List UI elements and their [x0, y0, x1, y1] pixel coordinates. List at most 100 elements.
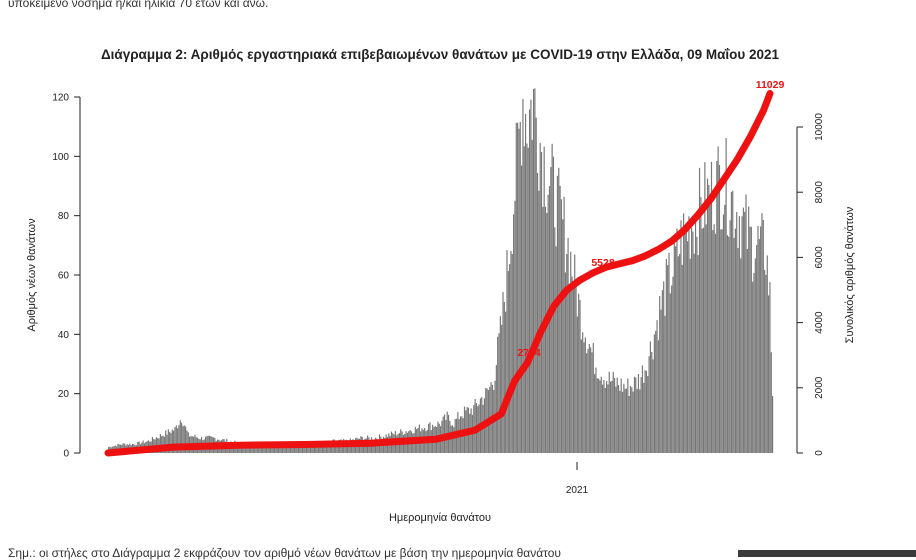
bar [768, 295, 770, 453]
bar [673, 236, 675, 453]
bar [710, 161, 713, 453]
bar [742, 207, 744, 453]
bar [300, 443, 302, 453]
bar [527, 147, 529, 453]
bar [178, 425, 180, 453]
bar [272, 445, 274, 453]
bar [653, 334, 655, 453]
bar [538, 190, 540, 453]
bar [730, 191, 733, 453]
bar [514, 200, 516, 453]
y-tick-label: 100 [52, 152, 69, 163]
bar [507, 270, 509, 453]
bar [600, 376, 602, 453]
bar [174, 427, 176, 453]
bar [750, 226, 752, 453]
bar [293, 444, 296, 453]
bar [680, 220, 682, 453]
bar [381, 439, 383, 453]
bar [748, 206, 750, 453]
bar [631, 387, 633, 453]
bar [760, 226, 762, 453]
bar [499, 316, 501, 453]
bar [688, 216, 690, 453]
bar [562, 219, 564, 453]
bar [669, 293, 671, 453]
bar [694, 215, 697, 453]
bar [764, 269, 766, 453]
bar [726, 235, 729, 453]
bar [769, 282, 771, 453]
y-tick-label: 0 [63, 449, 69, 460]
bar [287, 445, 289, 453]
bar [724, 204, 726, 453]
bar [325, 442, 327, 453]
annotation-11029: 11029 [756, 79, 785, 91]
bar [702, 227, 705, 453]
bar [596, 378, 598, 453]
bar [276, 444, 278, 453]
bar [700, 197, 702, 453]
bar [612, 371, 614, 453]
bar [556, 175, 559, 454]
bar [725, 138, 727, 453]
bar [607, 384, 609, 453]
bar [624, 388, 626, 453]
bar [532, 88, 535, 453]
dark-strip [738, 550, 916, 557]
bar [268, 445, 270, 453]
bar [603, 380, 605, 453]
bar [671, 285, 673, 453]
bar [617, 385, 620, 453]
bar [169, 431, 171, 453]
bar [616, 377, 618, 453]
bar [606, 381, 608, 453]
bar [677, 256, 679, 453]
bar [171, 429, 173, 453]
bar [733, 237, 735, 453]
bar [258, 445, 260, 453]
annotation-2774: 2774 [517, 347, 541, 359]
bar [303, 444, 305, 453]
bar [761, 213, 763, 453]
bar [633, 376, 636, 453]
y2-tick-label: 4000 [814, 311, 825, 334]
bar [159, 434, 161, 453]
bar [697, 255, 699, 453]
bar [554, 227, 556, 453]
bar [655, 330, 657, 453]
bar [754, 258, 756, 453]
bar [543, 146, 545, 453]
bar [511, 254, 513, 453]
bar [518, 128, 520, 453]
bar [687, 241, 689, 453]
bar [693, 253, 695, 453]
bar [260, 445, 262, 453]
bar [572, 287, 574, 453]
bar [651, 352, 653, 453]
bar [319, 442, 321, 453]
bar [509, 264, 511, 453]
bar [664, 315, 666, 453]
y2-tick-label: 0 [814, 450, 825, 456]
bar [574, 254, 576, 453]
bar [644, 370, 646, 453]
bar [311, 444, 313, 453]
bar [568, 285, 570, 453]
bar [649, 341, 652, 453]
bar [167, 429, 169, 453]
bar [502, 291, 504, 453]
bar [122, 443, 124, 453]
bar [681, 264, 683, 453]
bar [522, 98, 524, 453]
bar [745, 194, 747, 454]
bar [266, 445, 268, 453]
bar [635, 377, 637, 453]
bar [598, 378, 600, 453]
bar [281, 445, 284, 453]
bar [621, 391, 624, 453]
y-tick-label: 20 [58, 389, 70, 400]
bar [506, 250, 508, 453]
bar [643, 382, 645, 453]
bar [704, 162, 706, 453]
